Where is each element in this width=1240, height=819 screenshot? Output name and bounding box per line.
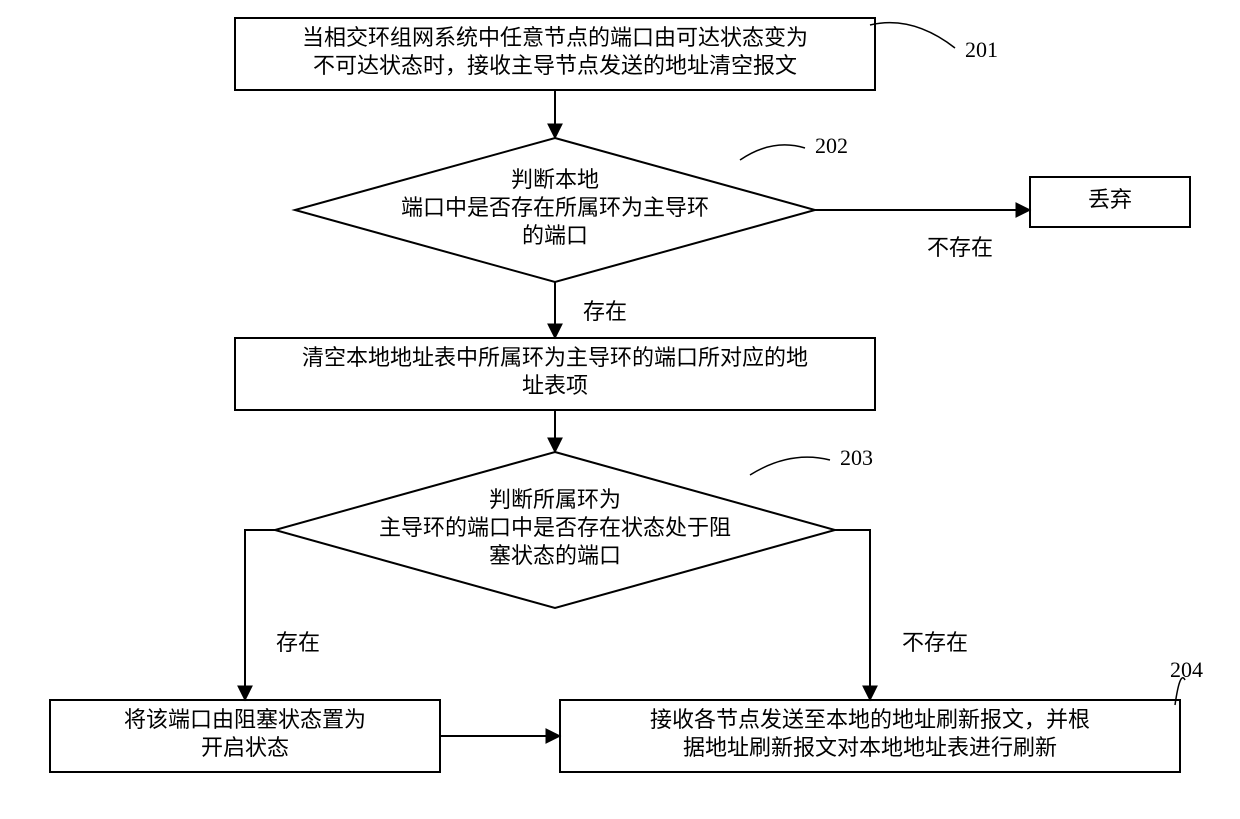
svg-text:据地址刷新报文对本地地址表进行刷新: 据地址刷新报文对本地地址表进行刷新 [683, 735, 1057, 760]
ref-label-202: 202 [815, 133, 848, 158]
svg-text:清空本地地址表中所属环为主导环的端口所对应的地: 清空本地地址表中所属环为主导环的端口所对应的地 [302, 345, 808, 370]
ref-leader-201 [870, 23, 955, 48]
edge-label-4: 存在 [276, 630, 320, 655]
svg-text:将该端口由阻塞状态置为: 将该端口由阻塞状态置为 [124, 707, 366, 732]
edge-label-2: 存在 [583, 299, 627, 324]
svg-text:判断本地: 判断本地 [511, 167, 599, 192]
ref-label-204: 204 [1170, 657, 1203, 682]
ref-leader-202 [740, 145, 805, 160]
ref-leader-203 [750, 457, 830, 475]
svg-text:端口中是否存在所属环为主导环: 端口中是否存在所属环为主导环 [401, 195, 709, 220]
svg-text:当相交环组网系统中任意节点的端口由可达状态变为: 当相交环组网系统中任意节点的端口由可达状态变为 [302, 25, 808, 50]
edge-5 [835, 530, 870, 700]
svg-text:判断所属环为: 判断所属环为 [489, 487, 621, 512]
svg-text:不可达状态时，接收主导节点发送的地址清空报文: 不可达状态时，接收主导节点发送的地址清空报文 [313, 53, 797, 78]
edge-label-1: 不存在 [927, 235, 993, 260]
svg-text:开启状态: 开启状态 [201, 735, 289, 760]
edge-4 [245, 530, 275, 700]
svg-text:主导环的端口中是否存在状态处于阻: 主导环的端口中是否存在状态处于阻 [379, 515, 731, 540]
svg-text:接收各节点发送至本地的地址刷新报文，并根: 接收各节点发送至本地的地址刷新报文，并根 [650, 707, 1090, 732]
svg-text:塞状态的端口: 塞状态的端口 [489, 543, 621, 568]
edge-label-5: 不存在 [902, 630, 968, 655]
ref-label-203: 203 [840, 445, 873, 470]
svg-text:的端口: 的端口 [522, 223, 588, 248]
ref-label-201: 201 [965, 37, 998, 62]
svg-text:丢弃: 丢弃 [1088, 187, 1132, 212]
svg-text:址表项: 址表项 [522, 373, 588, 398]
